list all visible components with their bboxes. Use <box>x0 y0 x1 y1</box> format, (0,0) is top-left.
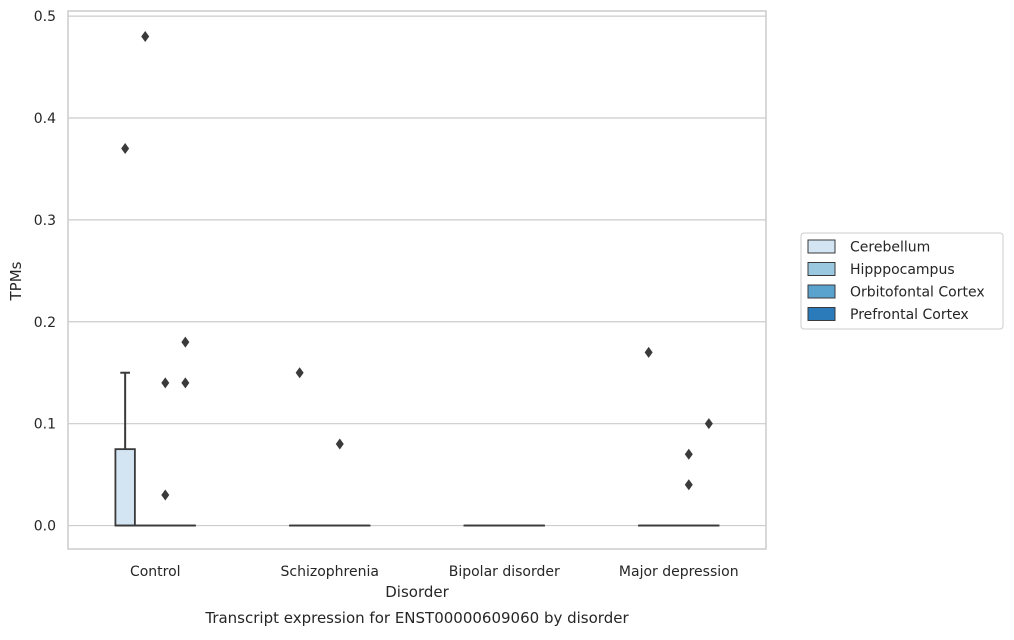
box-body <box>115 449 134 525</box>
y-tick-label: 0.3 <box>34 213 56 229</box>
x-tick-label: Schizophrenia <box>281 564 379 580</box>
x-tick-labels: Control Schizophrenia Bipolar disorder Majo… <box>130 564 739 580</box>
outlier-point <box>161 489 169 500</box>
legend-label: Hipppocampus <box>850 262 955 278</box>
legend: Cerebellum Hipppocampus Orbitofontal Corte… <box>801 233 1003 329</box>
outlier-point <box>705 418 713 429</box>
y-tick-label: 0.2 <box>34 315 56 331</box>
legend-swatch <box>808 285 835 298</box>
outlier-point <box>685 449 693 460</box>
outlier-point <box>296 367 304 378</box>
outlier-point <box>645 347 653 358</box>
x-tick-label: Bipolar disorder <box>449 564 560 580</box>
y-tick-labels: 0.0 0.1 0.2 0.3 0.4 0.5 <box>34 9 56 534</box>
legend-swatch <box>808 308 835 321</box>
legend-swatch <box>808 240 835 253</box>
boxes <box>115 373 718 526</box>
legend-label: Cerebellum <box>850 240 930 256</box>
chart-caption: Transcript expression for ENST0000060906… <box>204 609 629 627</box>
outlier-point <box>181 337 189 348</box>
outliers <box>121 31 713 501</box>
outlier-point <box>141 31 149 42</box>
outlier-point <box>336 439 344 450</box>
x-tick-label: Control <box>130 564 181 580</box>
plot-frame <box>68 11 766 549</box>
y-tick-label: 0.1 <box>34 417 56 433</box>
y-tick-label: 0.0 <box>34 519 56 535</box>
outlier-point <box>685 479 693 490</box>
legend-label: Prefrontal Cortex <box>850 307 969 323</box>
y-tick-label: 0.4 <box>34 111 56 127</box>
grid-lines <box>68 16 766 525</box>
y-tick-label: 0.5 <box>34 9 56 25</box>
outlier-point <box>181 377 189 388</box>
x-axis-label: Disorder <box>385 583 449 601</box>
legend-label: Orbitofontal Cortex <box>850 285 985 301</box>
outlier-point <box>161 377 169 388</box>
x-tick-label: Major depression <box>619 564 739 580</box>
box-cerebellum <box>115 373 134 526</box>
legend-swatch <box>808 263 835 276</box>
y-axis-label: TPMs <box>7 261 25 301</box>
outlier-point <box>121 143 129 154</box>
